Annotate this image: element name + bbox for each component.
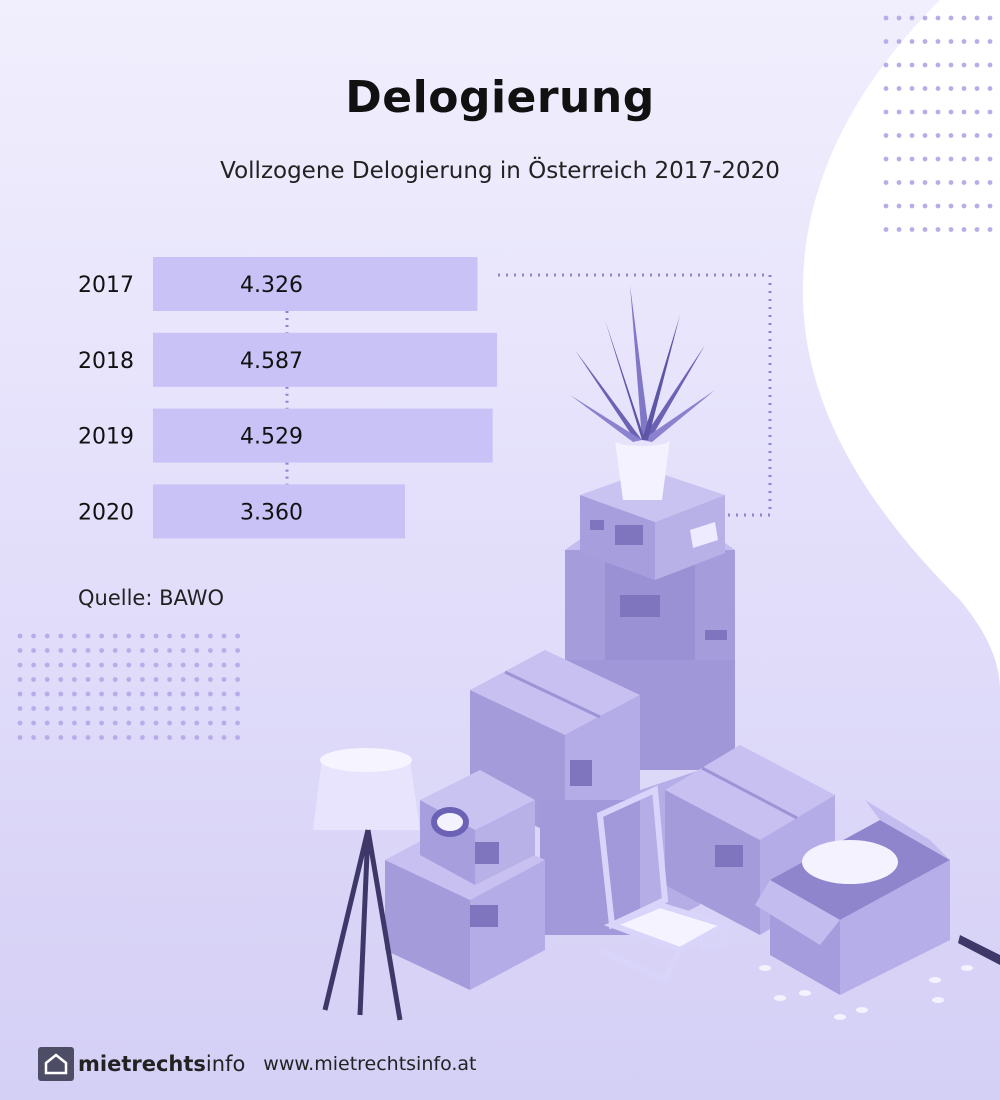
website-url[interactable]: www.mietrechtsinfo.at [263,1053,477,1075]
bar-2019 [153,408,493,463]
floor-lamp-icon [313,748,420,1021]
bar-2020 [153,484,405,539]
tape-roll-icon [431,807,469,837]
plant-icon [570,285,715,500]
bar-2017 [153,257,478,311]
category-label: 2020 [78,500,134,525]
chart-title: Delogierung [345,72,655,123]
dot-grid-top-right [883,15,993,232]
chart-source: Quelle: BAWO [78,586,225,610]
value-label: 3.360 [240,500,303,525]
footer: mietrechtsinfo www.mietrechtsinfo.at [38,1046,477,1082]
brand-name-bold: mietrechts [78,1052,206,1076]
brand-logo-text: mietrechtsinfo [78,1052,245,1076]
brand-name-light: info [205,1052,246,1076]
house-logo-icon [38,1047,74,1081]
value-label: 4.326 [240,273,303,298]
white-wave-shape [802,0,1000,690]
packing-peanuts [759,965,973,1020]
category-label: 2018 [78,349,134,374]
category-label: 2019 [78,425,134,450]
chair-icon [596,785,733,984]
dot-grid-left [17,633,241,740]
dotted-connector-line [498,273,772,517]
chart-subtitle: Vollzogene Delogierung in Österreich 201… [220,158,780,184]
open-box [755,800,950,995]
moving-boxes-illustration [313,273,1000,1021]
box-left-stack [385,770,545,990]
category-label: 2017 [78,273,134,298]
box-cutter-icon [958,935,1000,965]
bar-chart: 2017 4.326 2018 4.587 2019 4.529 2020 3.360 [78,257,498,539]
value-label: 4.587 [240,349,303,374]
value-label: 4.529 [240,425,303,450]
bar-2018 [153,332,498,387]
